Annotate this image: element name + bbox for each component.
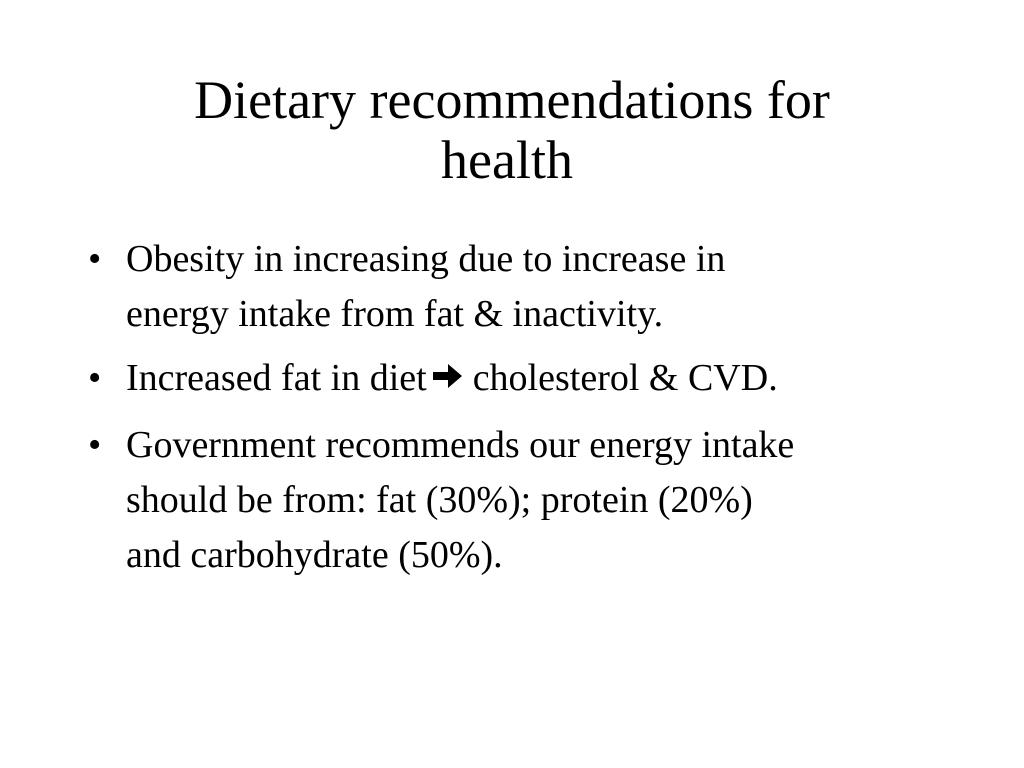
bullet-text-after: cholesterol & CVD. (472, 357, 778, 399)
bullet-icon: • (88, 423, 102, 466)
bullet-text-line: and carbohydrate (50%). (126, 533, 503, 576)
title-line-2: health (441, 130, 573, 190)
right-arrow-icon (432, 350, 463, 405)
bullet-text-line: should be from: fat (30%); protein (20%) (126, 478, 753, 521)
bullet-text-line: energy intake from fat & inactivity. (126, 293, 664, 335)
bullet-item-fat-cvd: • Increased fat in diet cholesterol & CVD… (88, 351, 968, 409)
bullet-text-before: Increased fat in diet (126, 357, 427, 399)
slide-title: Dietary recommendations for health (92, 70, 932, 190)
title-line-1: Dietary recommendations for (194, 70, 830, 130)
bullet-text-line: Government recommends our energy intake (126, 423, 795, 466)
bullet-item-obesity: • Obesity in increasing due to increase … (88, 232, 968, 342)
bullet-icon: • (88, 238, 102, 280)
bullet-text-line: Obesity in increasing due to increase in (126, 238, 726, 280)
bullet-item-government: • Government recommends our energy intak… (88, 418, 968, 583)
bullet-list: • Obesity in increasing due to increase … (88, 232, 968, 592)
bullet-icon: • (88, 357, 102, 399)
